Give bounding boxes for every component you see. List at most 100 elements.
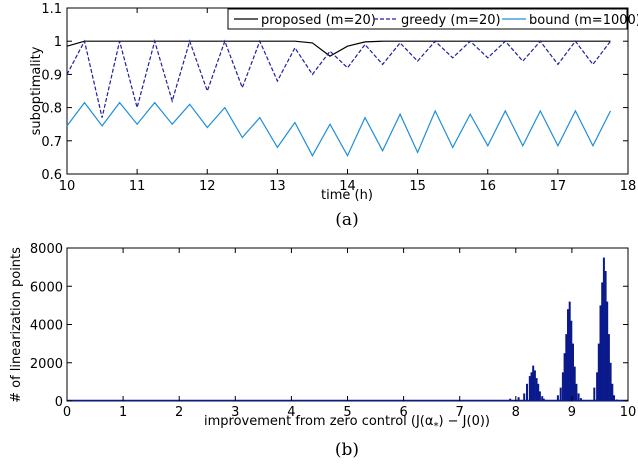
chart-a-xlabel: time (h) — [321, 188, 373, 203]
chart-b-xlabel: improvement from zero control (J(α*) − J… — [204, 414, 490, 432]
chart-a-ytick-label: 0.7 — [41, 135, 62, 150]
bar — [532, 365, 535, 401]
bar — [526, 383, 528, 401]
chart-a-xtick-label: 11 — [129, 179, 146, 194]
bar — [597, 343, 600, 401]
chart-b-xlabel-sub: * — [433, 421, 438, 432]
bar — [572, 343, 574, 401]
chart-b-xtick-label: 3 — [231, 405, 239, 420]
chart-b-xtick-label: 10 — [620, 405, 637, 420]
chart-b-xtick-label: 5 — [343, 405, 351, 420]
chart-a-xtick-label: 18 — [620, 179, 637, 194]
bar — [535, 378, 538, 401]
bar — [523, 393, 526, 401]
bar — [556, 395, 559, 401]
bar — [611, 383, 614, 401]
bar — [582, 399, 585, 401]
bar — [530, 372, 533, 401]
bar — [579, 398, 582, 401]
chart-b-xtick-label: 7 — [456, 405, 464, 420]
bar — [607, 334, 610, 401]
chart-b-xlabel-end: ) − J(0)) — [438, 414, 490, 429]
bar — [533, 370, 536, 401]
chart-a-ytick-label: 0.8 — [41, 102, 62, 117]
chart-a-xtick-label: 15 — [409, 179, 426, 194]
chart-a-frame — [66, 7, 629, 175]
legend-box — [227, 8, 628, 30]
bar — [599, 305, 602, 401]
chart-b-xtick-label: 4 — [287, 405, 295, 420]
legend-label-0: proposed (m=20) — [261, 13, 376, 28]
chart-b-ytick-label: 8000 — [30, 242, 63, 257]
bar — [541, 396, 544, 401]
chart-b-xtick-label: 1 — [119, 405, 127, 420]
bar — [489, 400, 492, 401]
chart-a-xtick-label: 10 — [59, 179, 76, 194]
chart-a-ytick-label: 0.9 — [41, 68, 62, 83]
bar — [517, 397, 520, 401]
bar — [577, 393, 580, 401]
bar — [584, 400, 587, 401]
legend-label-1: greedy (m=20) — [401, 13, 501, 28]
bar — [602, 257, 605, 401]
bar — [538, 391, 541, 401]
chart-b-bars — [67, 257, 628, 402]
chart-a-legend: proposed (m=20) greedy (m=20) bound (m=100… — [227, 8, 638, 30]
chart-a-caption: (a) — [335, 210, 358, 230]
chart-a-series — [66, 38, 612, 158]
chart-a-ytick-label: 0.6 — [41, 168, 62, 183]
chart-b-caption: (b) — [335, 440, 359, 460]
bar — [528, 376, 531, 401]
chart-b-ytick-label: 4000 — [30, 319, 63, 334]
chart-a-ytick-label: 1 — [54, 35, 62, 50]
chart-b-frame — [66, 247, 629, 402]
bar — [601, 282, 604, 401]
bar — [509, 398, 512, 401]
series-line-0 — [66, 40, 611, 57]
bar — [570, 320, 573, 401]
bar — [606, 301, 609, 401]
legend-label-2: bound (m=1000) — [529, 13, 638, 28]
chart-b: 0 1 2 3 4 5 6 7 8 9 10 0 2000 4000 6000 8000 improvemen… — [9, 242, 636, 460]
chart-b-ylabel: # of linearization points — [9, 247, 24, 403]
chart-b-xtick-label: 6 — [399, 405, 407, 420]
bar — [573, 366, 576, 401]
chart-b-xlabel-main: improvement from zero control (J(α — [204, 414, 433, 429]
bar — [537, 383, 540, 401]
bar — [604, 271, 607, 401]
chart-b-ytick-label: 0 — [55, 395, 63, 410]
chart-a-ylabel: suboptimality — [29, 46, 44, 135]
bar — [575, 383, 578, 401]
bar — [568, 301, 571, 401]
chart-a-xtick-label: 17 — [550, 179, 567, 194]
chart-a-ticks: 10 11 12 13 14 15 16 17 18 0.6 0.7 0.8 0.9 1 1.1 — [41, 2, 636, 194]
chart-b-xtick-label: 9 — [568, 405, 576, 420]
chart-b-xtick-label: 0 — [63, 405, 71, 420]
chart-a-ytick-label: 1.1 — [41, 2, 62, 17]
chart-b-xtick-label: 2 — [175, 405, 183, 420]
chart-b-ytick-label: 2000 — [30, 357, 63, 372]
bar — [563, 353, 566, 401]
chart-b-ticks: 0 1 2 3 4 5 6 7 8 9 10 0 2000 4000 6000 8000 — [30, 242, 636, 420]
chart-a: 10 11 12 13 14 15 16 17 18 0.6 0.7 0.8 0.9 1 1.1 propo… — [29, 2, 638, 230]
chart-a-xtick-label: 13 — [269, 179, 286, 194]
chart-a-xtick-label: 14 — [339, 179, 356, 194]
bar — [542, 398, 545, 401]
chart-b-ytick-label: 6000 — [30, 280, 63, 295]
bar — [565, 334, 568, 401]
bar — [609, 362, 612, 402]
bar — [559, 387, 562, 401]
chart-a-xtick-label: 12 — [199, 179, 216, 194]
bar — [596, 372, 599, 401]
bar — [545, 399, 548, 401]
bar — [567, 309, 569, 401]
chart-a-xtick-label: 16 — [479, 179, 496, 194]
chart-b-xtick-label: 8 — [512, 405, 520, 420]
series-line-2 — [66, 101, 612, 158]
bar — [613, 395, 615, 401]
series-line-1 — [66, 38, 611, 118]
bar — [561, 372, 564, 401]
bar — [593, 387, 596, 401]
bar — [615, 399, 618, 401]
